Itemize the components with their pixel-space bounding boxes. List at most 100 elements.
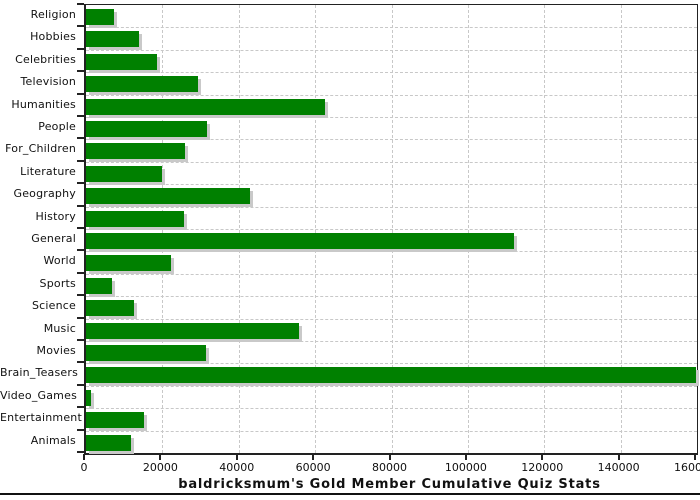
category-label: Music xyxy=(43,321,76,335)
y-gridline xyxy=(86,139,697,141)
y-axis-tick xyxy=(77,361,84,363)
x-tick-label: 40000 xyxy=(219,461,255,474)
category-label: Literature xyxy=(20,164,76,178)
bar-entertainment xyxy=(86,412,144,429)
y-axis-tick xyxy=(77,182,84,184)
bar-brain_teasers xyxy=(86,367,696,384)
bar-religion xyxy=(86,9,114,25)
bar-music xyxy=(86,322,299,339)
bar-people xyxy=(86,121,207,137)
x-axis-tick xyxy=(389,454,391,460)
bar-history xyxy=(86,210,184,227)
x-tick-label: 60000 xyxy=(295,461,331,474)
y-axis-tick xyxy=(77,25,84,27)
y-axis-tick xyxy=(77,384,84,386)
bar-sports xyxy=(86,277,112,294)
x-tick-label: 100000 xyxy=(444,461,487,474)
plot-area xyxy=(84,4,698,455)
y-axis-tick xyxy=(77,317,84,319)
y-gridline xyxy=(86,363,697,365)
x-tick-label: 140000 xyxy=(597,461,640,474)
y-axis-tick xyxy=(77,3,84,5)
category-label: Brain_Teasers xyxy=(0,366,79,380)
y-gridline xyxy=(86,49,697,51)
bar-humanities xyxy=(86,98,325,115)
y-axis-tick xyxy=(77,429,84,431)
y-axis-tick xyxy=(77,48,84,50)
category-label: Video_Games xyxy=(0,388,77,402)
y-axis-tick xyxy=(77,70,84,72)
y-gridline xyxy=(86,341,697,342)
category-label: Humanities xyxy=(11,97,76,111)
x-tick-label: 80000 xyxy=(372,461,407,474)
bar-animals xyxy=(86,434,131,451)
category-label: Sports xyxy=(39,276,76,290)
y-axis-tick xyxy=(77,294,84,296)
x-tick-label: 160000 xyxy=(674,461,700,474)
y-gridline xyxy=(86,251,697,253)
category-label: Television xyxy=(20,75,76,89)
y-gridline xyxy=(86,72,697,74)
y-gridline xyxy=(86,430,697,432)
y-gridline xyxy=(86,27,697,29)
bottom-divider-line xyxy=(0,493,700,495)
x-tick-label: 0 xyxy=(80,461,88,474)
category-label: For_Children xyxy=(5,142,76,156)
x-axis-tick xyxy=(541,454,543,460)
category-label: Entertainment xyxy=(0,411,82,425)
y-axis-tick xyxy=(77,339,84,341)
x-axis-tick xyxy=(83,454,85,460)
y-axis-tick xyxy=(77,160,84,162)
bar-movies xyxy=(86,345,206,361)
bar-celebrities xyxy=(86,53,157,70)
y-gridline xyxy=(86,117,697,118)
bar-television xyxy=(86,76,198,93)
category-label: People xyxy=(38,120,76,133)
bar-hobbies xyxy=(86,31,139,48)
category-label: Religion xyxy=(30,8,76,21)
x-tick-label: 20000 xyxy=(142,461,178,474)
y-gridline xyxy=(86,296,697,298)
y-axis-tick xyxy=(77,93,84,95)
bar-world xyxy=(86,255,171,272)
x-axis-tick xyxy=(236,454,238,460)
category-label: History xyxy=(35,209,76,223)
bar-geography xyxy=(86,188,250,205)
bar-science xyxy=(86,300,134,317)
category-label: Movies xyxy=(36,344,76,357)
chart-title: baldricksmum's Gold Member Cumulative Qu… xyxy=(178,477,601,492)
y-gridline xyxy=(86,318,697,320)
x-axis-tick xyxy=(694,454,696,460)
y-gridline xyxy=(86,229,697,230)
y-gridline xyxy=(86,184,697,186)
bar-literature xyxy=(86,165,162,182)
x-axis-tick xyxy=(618,454,620,460)
y-axis-tick xyxy=(77,272,84,274)
bar-general xyxy=(86,233,514,249)
bar-video_games xyxy=(86,389,91,406)
category-label: World xyxy=(43,254,76,268)
category-label: General xyxy=(31,232,76,245)
y-gridline xyxy=(86,273,697,275)
x-axis-tick xyxy=(312,454,314,460)
y-gridline xyxy=(86,408,697,410)
y-axis-tick xyxy=(77,137,84,139)
category-label: Animals xyxy=(30,433,76,447)
y-gridline xyxy=(86,206,697,208)
category-label: Hobbies xyxy=(30,30,76,44)
category-label: Celebrities xyxy=(15,52,76,66)
y-axis-tick xyxy=(77,227,84,229)
x-tick-label: 120000 xyxy=(521,461,564,474)
category-label: Geography xyxy=(13,187,76,201)
y-axis-tick xyxy=(77,451,84,453)
category-label: Science xyxy=(31,299,76,313)
x-axis-tick xyxy=(159,454,161,460)
x-axis-tick xyxy=(465,454,467,460)
bar-for_children xyxy=(86,143,185,160)
y-axis-tick xyxy=(77,115,84,117)
y-gridline xyxy=(86,161,697,163)
y-axis-tick xyxy=(77,249,84,251)
y-axis-tick xyxy=(77,205,84,207)
y-axis-tick xyxy=(77,406,84,408)
